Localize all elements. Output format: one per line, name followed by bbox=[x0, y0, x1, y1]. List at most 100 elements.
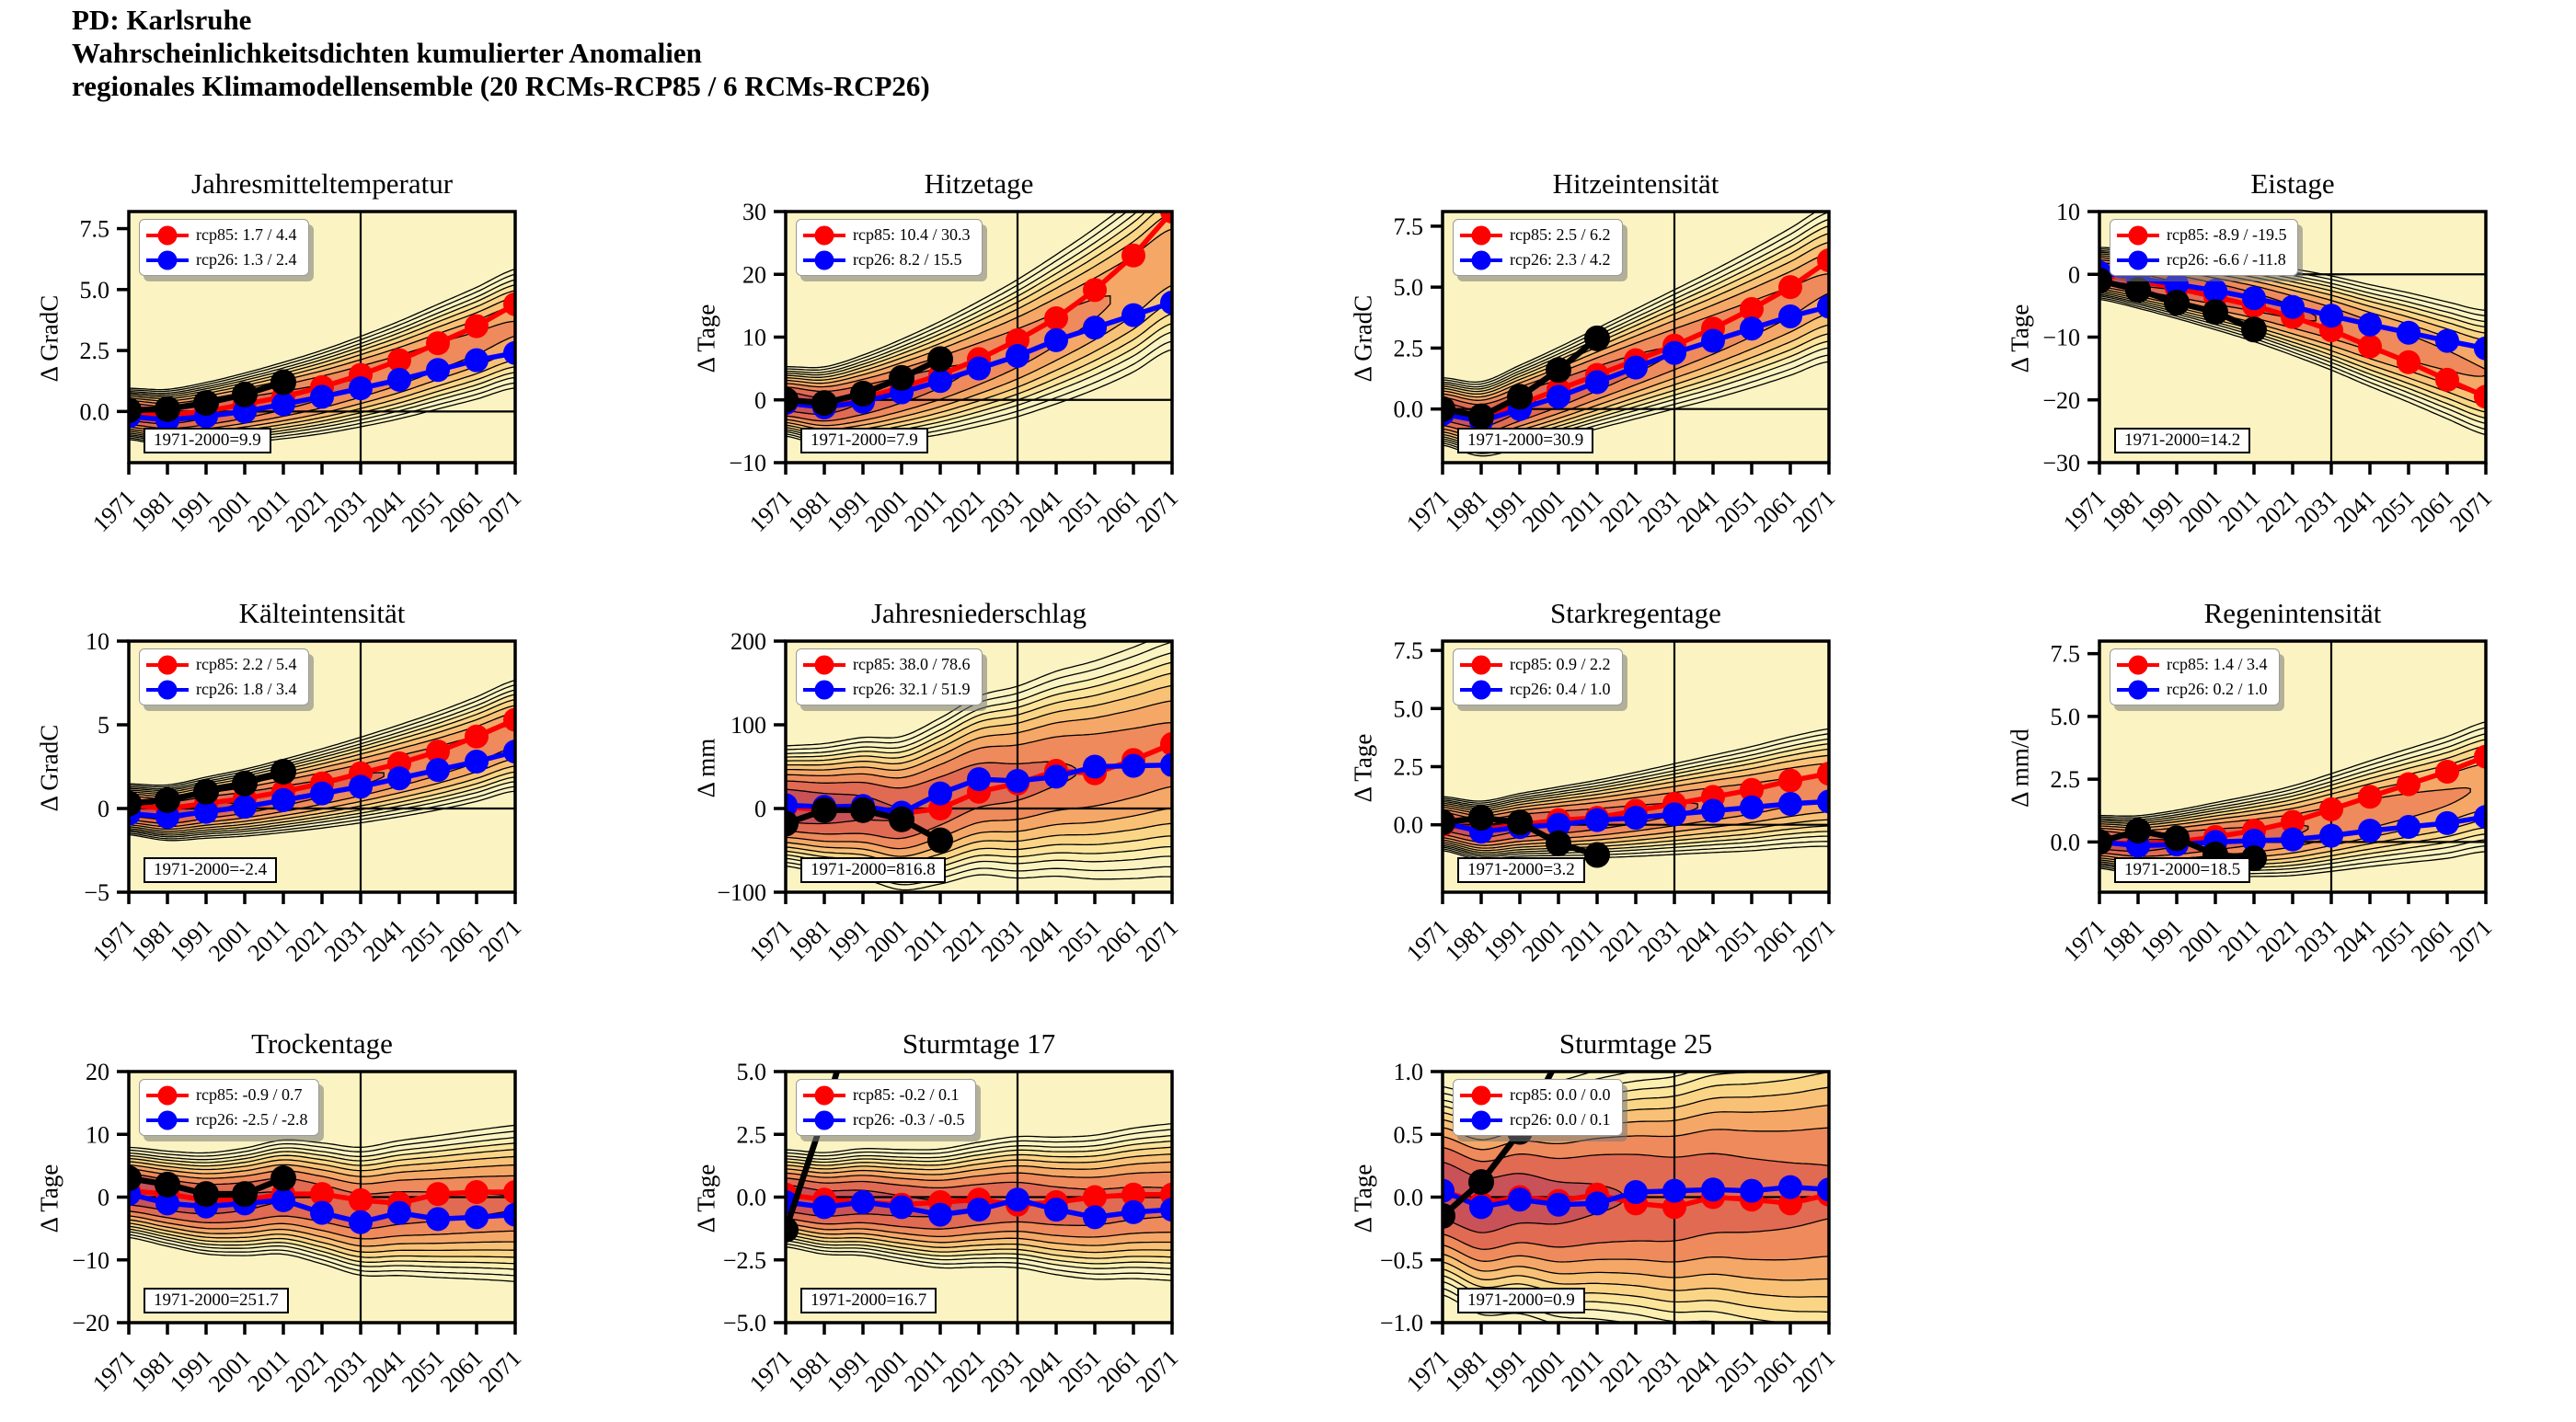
svg-text:2.5: 2.5 bbox=[80, 338, 110, 364]
legend-label-rcp26: rcp26: 2.3 / 4.2 bbox=[1510, 250, 1611, 269]
legend-label-rcp26: rcp26: 0.4 / 1.0 bbox=[1510, 680, 1611, 698]
svg-text:1991: 1991 bbox=[1478, 1345, 1531, 1397]
svg-text:2071: 2071 bbox=[474, 1345, 526, 1397]
rcp26-marker-icon bbox=[1460, 679, 1502, 700]
svg-text:2.5: 2.5 bbox=[1394, 754, 1424, 781]
svg-text:1991: 1991 bbox=[165, 914, 217, 967]
rcp26-marker-icon bbox=[2117, 679, 2159, 700]
legend-row-rcp85: rcp85: 38.0 / 78.6 bbox=[803, 652, 971, 677]
svg-text:0: 0 bbox=[98, 796, 109, 822]
svg-text:1991: 1991 bbox=[165, 485, 217, 537]
svg-text:2041: 2041 bbox=[1015, 485, 1067, 537]
svg-text:1971: 1971 bbox=[1401, 914, 1454, 967]
legend: rcp85: -8.9 / -19.5 rcp26: -6.6 / -11.8 bbox=[2110, 219, 2299, 276]
subplot-1: Hitzetage Δ Tage 1971 1981 1991 2001 2011 202… bbox=[675, 164, 1190, 568]
subplot-2: Hitzeintensität Δ GradC 1971 1981 1991 2001… bbox=[1332, 164, 1847, 568]
svg-text:2001: 2001 bbox=[860, 485, 913, 537]
svg-text:2041: 2041 bbox=[2329, 914, 2381, 967]
svg-text:10: 10 bbox=[86, 628, 109, 655]
svg-text:1991: 1991 bbox=[165, 1345, 217, 1397]
legend-row-rcp26: rcp26: 0.2 / 1.0 bbox=[2117, 677, 2268, 702]
legend-label-rcp26: rcp26: 0.2 / 1.0 bbox=[2167, 680, 2268, 698]
svg-text:2031: 2031 bbox=[976, 485, 1029, 537]
plot-canvas: 1971198119912001201120212031204120512061… bbox=[72, 1059, 526, 1397]
svg-text:2051: 2051 bbox=[397, 485, 449, 537]
svg-text:2.5: 2.5 bbox=[2051, 766, 2081, 793]
svg-text:20: 20 bbox=[86, 1059, 109, 1085]
svg-text:2031: 2031 bbox=[319, 914, 372, 967]
svg-text:2041: 2041 bbox=[2329, 485, 2381, 537]
legend-label-rcp85: rcp85: -0.9 / 0.7 bbox=[196, 1085, 303, 1104]
svg-text:−10: −10 bbox=[729, 450, 766, 476]
svg-text:2031: 2031 bbox=[1633, 914, 1685, 967]
svg-text:2041: 2041 bbox=[1015, 1345, 1067, 1397]
svg-text:2061: 2061 bbox=[1749, 485, 1801, 537]
svg-text:10: 10 bbox=[86, 1121, 109, 1148]
plot-title: Starkregentage bbox=[1550, 597, 1721, 629]
svg-text:2021: 2021 bbox=[937, 485, 990, 537]
svg-text:2041: 2041 bbox=[358, 1345, 410, 1397]
svg-text:1971: 1971 bbox=[87, 485, 140, 537]
svg-text:2041: 2041 bbox=[1672, 485, 1724, 537]
svg-text:2011: 2011 bbox=[900, 914, 952, 967]
svg-text:2061: 2061 bbox=[435, 1345, 488, 1397]
svg-text:2001: 2001 bbox=[203, 485, 256, 537]
svg-text:−10: −10 bbox=[2042, 325, 2080, 351]
rcp26-marker-icon bbox=[803, 249, 845, 270]
legend-label-rcp26: rcp26: 8.2 / 15.5 bbox=[853, 250, 962, 269]
svg-text:1971: 1971 bbox=[87, 914, 140, 967]
legend-row-rcp85: rcp85: 1.7 / 4.4 bbox=[146, 223, 297, 247]
svg-text:2051: 2051 bbox=[1053, 1345, 1106, 1397]
svg-text:1971: 1971 bbox=[744, 1345, 797, 1397]
svg-text:2051: 2051 bbox=[2367, 914, 2420, 967]
legend-label-rcp26: rcp26: -0.3 / -0.5 bbox=[853, 1110, 965, 1129]
svg-text:5.0: 5.0 bbox=[80, 277, 110, 304]
reference-annotation: 1971-2000=0.9 bbox=[1457, 1288, 1585, 1313]
svg-text:2071: 2071 bbox=[474, 485, 526, 537]
svg-text:1991: 1991 bbox=[2135, 914, 2188, 967]
legend-row-rcp26: rcp26: -0.3 / -0.5 bbox=[803, 1107, 964, 1132]
rcp85-marker-icon bbox=[803, 654, 845, 675]
legend-label-rcp85: rcp85: 2.5 / 6.2 bbox=[1510, 225, 1611, 244]
svg-text:0: 0 bbox=[2068, 261, 2080, 288]
rcp85-marker-icon bbox=[1460, 1084, 1502, 1106]
svg-text:2061: 2061 bbox=[2406, 485, 2458, 537]
legend-label-rcp85: rcp85: 10.4 / 30.3 bbox=[853, 225, 971, 244]
plot-canvas: 1971198119912001201120212031204120512061… bbox=[84, 628, 526, 967]
subplot-10: Sturmtage 25 Δ Tage 1971 1981 1991 2001 2011… bbox=[1332, 1024, 1847, 1422]
svg-text:2041: 2041 bbox=[1672, 914, 1724, 967]
svg-text:2021: 2021 bbox=[1594, 1345, 1647, 1397]
svg-text:2031: 2031 bbox=[1633, 1345, 1685, 1397]
header-line2: Wahrscheinlichkeitsdichten kumulierter A… bbox=[72, 37, 702, 69]
legend-label-rcp85: rcp85: 1.7 / 4.4 bbox=[196, 225, 297, 244]
svg-text:2071: 2071 bbox=[1131, 1345, 1183, 1397]
svg-text:2051: 2051 bbox=[397, 914, 449, 967]
svg-text:1971: 1971 bbox=[1401, 1345, 1454, 1397]
rcp85-marker-icon bbox=[803, 1084, 845, 1106]
reference-annotation: 1971-2000=16.7 bbox=[800, 1288, 937, 1313]
subplot-3: Eistage Δ Tage 1971 1981 1991 2001 2011 2021 2… bbox=[1989, 164, 2504, 568]
svg-text:1981: 1981 bbox=[783, 485, 835, 537]
plot-canvas: 1971198119912001201120212031204120512061… bbox=[1394, 210, 1840, 537]
svg-text:1981: 1981 bbox=[1440, 914, 1492, 967]
svg-text:2071: 2071 bbox=[2444, 485, 2497, 537]
svg-text:2061: 2061 bbox=[1749, 1345, 1801, 1397]
plot-title: Eistage bbox=[2250, 167, 2335, 200]
legend-row-rcp26: rcp26: -2.5 / -2.8 bbox=[146, 1107, 307, 1132]
svg-text:2011: 2011 bbox=[243, 485, 295, 537]
svg-text:1991: 1991 bbox=[1478, 485, 1531, 537]
svg-text:0: 0 bbox=[754, 796, 766, 822]
svg-text:2021: 2021 bbox=[281, 914, 333, 967]
svg-text:−2.5: −2.5 bbox=[723, 1247, 766, 1274]
legend: rcp85: -0.9 / 0.7 rcp26: -2.5 / -2.8 bbox=[139, 1079, 320, 1136]
subplot-0: Jahresmitteltemperatur Δ GradC 1971 1981 1… bbox=[18, 164, 534, 568]
svg-text:1981: 1981 bbox=[783, 1345, 835, 1397]
reference-annotation: 1971-2000=816.8 bbox=[800, 857, 946, 883]
svg-text:2041: 2041 bbox=[358, 485, 410, 537]
reference-annotation: 1971-2000=9.9 bbox=[144, 428, 271, 453]
rcp26-marker-icon bbox=[146, 1109, 189, 1130]
svg-text:10: 10 bbox=[2056, 199, 2080, 225]
svg-text:2071: 2071 bbox=[1131, 485, 1183, 537]
rcp85-marker-icon bbox=[2117, 654, 2159, 675]
svg-text:2001: 2001 bbox=[2174, 914, 2226, 967]
